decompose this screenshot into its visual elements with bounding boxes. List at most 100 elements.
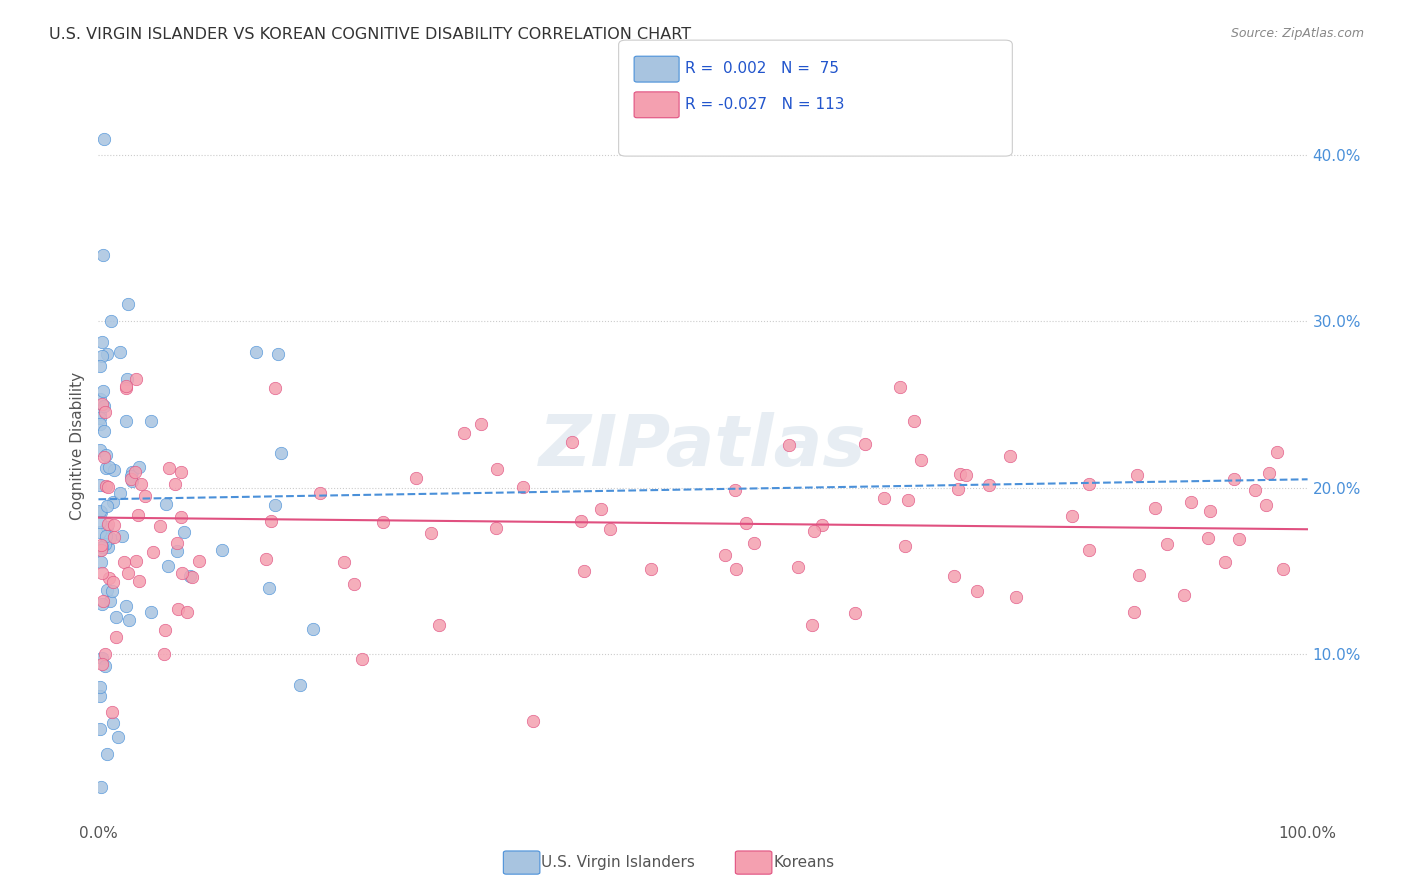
Point: [800, 617, 823, 632]
Point: [264, 381, 287, 395]
Point: [97, 541, 120, 555]
Point: [90, 543, 112, 558]
Point: [139, 605, 162, 619]
Point: [308, 485, 330, 500]
Text: R =  0.002   N =  75: R = 0.002 N = 75: [685, 62, 839, 76]
Point: [94, 460, 117, 475]
Point: [1258, 466, 1281, 480]
Point: [948, 482, 970, 496]
Point: [955, 468, 977, 483]
Point: [259, 515, 281, 529]
Point: [90, 597, 112, 611]
Point: [98, 571, 121, 585]
Point: [159, 461, 181, 475]
Point: [166, 536, 188, 550]
Point: [90, 335, 112, 350]
Point: [115, 372, 138, 386]
Point: [373, 515, 395, 529]
Point: [103, 530, 125, 544]
Point: [259, 581, 281, 595]
Point: [486, 462, 509, 476]
Point: [94, 528, 117, 542]
Point: [107, 731, 129, 745]
Point: [1128, 568, 1150, 582]
Point: [163, 477, 186, 491]
Point: [90, 555, 112, 569]
Point: [90, 538, 112, 552]
Point: [98, 531, 121, 545]
Point: [170, 465, 193, 479]
Point: [1272, 562, 1295, 576]
Point: [170, 509, 193, 524]
Point: [91, 540, 114, 554]
Point: [1243, 483, 1265, 497]
Point: [89, 392, 111, 406]
Point: [264, 498, 287, 512]
Point: [742, 535, 765, 549]
Point: [117, 566, 139, 580]
Point: [211, 542, 233, 557]
Point: [89, 689, 111, 703]
Point: [966, 584, 988, 599]
Point: [100, 314, 122, 328]
Point: [89, 442, 111, 457]
Point: [93, 400, 115, 414]
Point: [90, 650, 112, 665]
Point: [93, 450, 115, 464]
Point: [942, 569, 965, 583]
Point: [125, 554, 148, 568]
Point: [89, 478, 111, 492]
Point: [803, 524, 825, 538]
Point: [302, 622, 325, 636]
Text: U.S. Virgin Islanders: U.S. Virgin Islanders: [541, 855, 695, 870]
Point: [640, 561, 662, 575]
Point: [256, 551, 278, 566]
Point: [91, 247, 114, 261]
Point: [1173, 588, 1195, 602]
Point: [153, 647, 176, 661]
Point: [352, 652, 374, 666]
Point: [998, 449, 1021, 463]
Point: [157, 559, 180, 574]
Point: [101, 716, 124, 731]
Point: [1123, 606, 1146, 620]
Point: [120, 469, 142, 483]
Point: [1060, 508, 1083, 523]
Point: [522, 714, 544, 728]
Point: [121, 474, 143, 488]
Point: [90, 397, 112, 411]
Point: [104, 609, 127, 624]
Point: [778, 438, 800, 452]
Point: [91, 657, 114, 672]
Point: [332, 554, 354, 568]
Point: [114, 379, 136, 393]
Point: [93, 132, 115, 146]
Point: [94, 647, 117, 661]
Point: [128, 574, 150, 588]
Point: [90, 780, 112, 795]
Point: [245, 345, 267, 359]
Point: [591, 501, 613, 516]
Point: [94, 448, 117, 462]
Point: [1156, 537, 1178, 551]
Point: [873, 491, 896, 506]
Point: [173, 525, 195, 540]
Point: [97, 459, 120, 474]
Point: [129, 476, 152, 491]
Point: [115, 381, 138, 395]
Point: [713, 548, 735, 562]
Text: Source: ZipAtlas.com: Source: ZipAtlas.com: [1230, 27, 1364, 40]
Point: [1213, 555, 1236, 569]
Point: [181, 570, 204, 584]
Point: [1078, 542, 1101, 557]
Point: [725, 562, 748, 576]
Point: [948, 467, 970, 482]
Point: [114, 414, 136, 428]
Point: [118, 613, 141, 627]
Point: [96, 582, 118, 597]
Point: [1005, 591, 1028, 605]
Point: [903, 413, 925, 427]
Point: [89, 407, 111, 421]
Point: [288, 678, 311, 692]
Point: [117, 297, 139, 311]
